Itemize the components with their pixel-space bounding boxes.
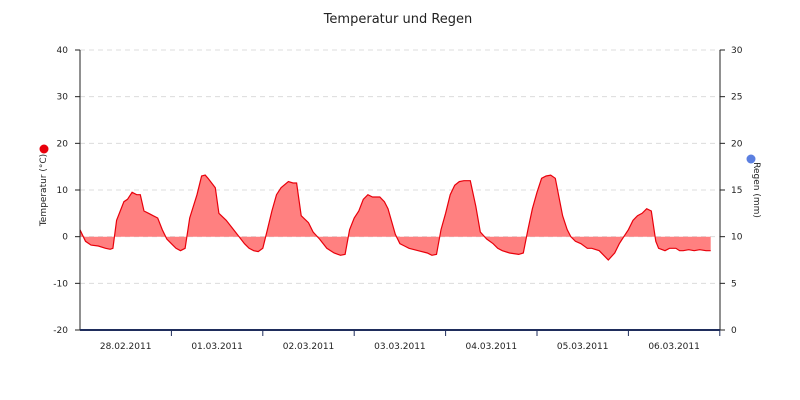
x-tick-label: 05.03.2011: [557, 342, 609, 352]
gridlines: [80, 49, 720, 284]
x-ticks: 28.02.2011 01.03.2011 02.03.2011 03.03.2011…: [100, 330, 721, 352]
chart-title: Temperatur und Regen: [323, 12, 473, 27]
x-tick-label: 28.02.2011: [100, 342, 152, 352]
x-tick-label: 01.03.2011: [191, 342, 243, 352]
left-axis-title: Temperatur (°C): [39, 154, 49, 227]
right-tick-label: 25: [731, 93, 742, 103]
left-tick-label: 0: [62, 233, 68, 243]
left-tick-label: 10: [57, 186, 69, 196]
x-tick-label: 02.03.2011: [283, 342, 335, 352]
right-tick-label: 30: [731, 46, 743, 56]
left-tick-label: 20: [57, 139, 69, 149]
x-tick-label: 03.03.2011: [374, 342, 426, 352]
x-tick-label: 04.03.2011: [466, 342, 518, 352]
left-tick-label: -10: [53, 279, 68, 289]
right-axis-title: Regen (mm): [751, 162, 761, 218]
temperature-line: [79, 174, 711, 261]
left-tick-label: -20: [53, 326, 68, 336]
right-tick-label: 10: [731, 233, 743, 243]
rain-legend-dot: [746, 154, 756, 164]
x-tick-label: 06.03.2011: [648, 342, 700, 352]
left-tick-label: 40: [57, 46, 69, 56]
left-y-ticks: -20 -10 0 10 20 30 40: [53, 46, 80, 336]
left-tick-label: 30: [57, 93, 69, 103]
right-tick-label: 0: [731, 326, 737, 336]
temperature-legend-dot: [39, 144, 49, 154]
temperature-area: [80, 175, 711, 260]
right-tick-label: 20: [731, 139, 743, 149]
right-tick-label: 5: [731, 279, 737, 289]
right-tick-label: 15: [731, 186, 742, 196]
right-y-ticks: 0 5 10 15 20 25 30: [720, 46, 743, 336]
